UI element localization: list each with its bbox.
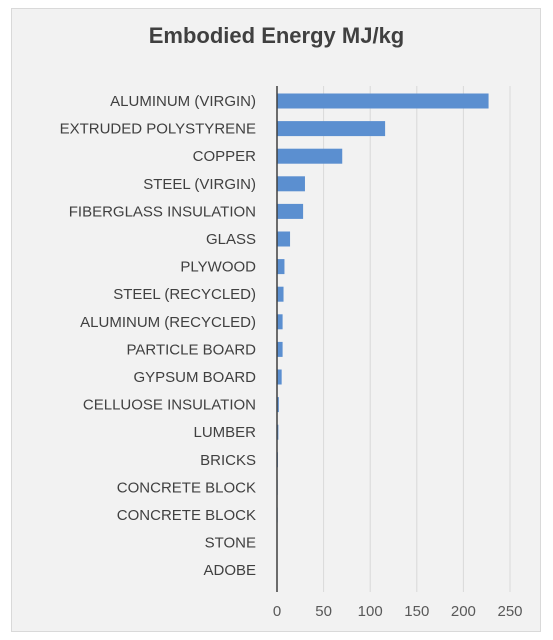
bar	[277, 314, 283, 330]
category-label: COPPER	[193, 148, 257, 165]
category-label: STEEL (RECYCLED)	[113, 286, 256, 303]
category-label: PARTICLE BOARD	[127, 341, 257, 358]
category-label: STEEL (VIRGIN)	[143, 176, 256, 193]
x-tick-label: 50	[315, 603, 332, 620]
category-label: BRICKS	[200, 452, 256, 469]
category-label: LUMBER	[193, 424, 256, 441]
bar	[277, 259, 285, 275]
category-label: GLASS	[206, 231, 256, 248]
category-label: CELLUOSE INSULATION	[83, 397, 256, 414]
x-tick-label: 200	[451, 603, 476, 620]
bar	[277, 397, 279, 413]
category-label: ADOBE	[203, 562, 256, 579]
x-tick-label: 0	[273, 603, 281, 620]
category-label: STONE	[205, 535, 256, 552]
bar	[277, 148, 343, 164]
x-tick-label: 250	[497, 603, 522, 620]
gridlines	[323, 86, 511, 592]
category-label: GYPSUM BOARD	[133, 369, 256, 386]
category-label: ALUMINUM (VIRGIN)	[110, 93, 256, 110]
category-label: CONCRETE BLOCK	[117, 479, 256, 496]
category-label: PLYWOOD	[180, 259, 256, 276]
bar	[277, 286, 284, 302]
bars	[277, 93, 489, 578]
tick-labels: 0 50 100 150 200 250	[273, 603, 523, 620]
x-tick-label: 100	[358, 603, 383, 620]
bar	[277, 121, 386, 137]
bar	[277, 341, 283, 357]
category-label: ALUMINUM (RECYCLED)	[80, 314, 256, 331]
category-labels: ALUMINUM (VIRGIN) EXTRUDED POLYSTYRENE COP…	[60, 93, 257, 579]
bar	[277, 369, 282, 385]
bar	[277, 203, 304, 219]
bar	[277, 231, 291, 247]
category-label: EXTRUDED POLYSTYRENE	[60, 121, 256, 138]
chart-title: Embodied Energy MJ/kg	[148, 23, 405, 48]
x-tick-label: 150	[404, 603, 429, 620]
bar	[277, 93, 489, 109]
chart-area	[11, 8, 541, 632]
category-label: FIBERGLASS INSULATION	[69, 203, 256, 220]
category-label: CONCRETE BLOCK	[117, 507, 256, 524]
bar	[277, 176, 305, 192]
